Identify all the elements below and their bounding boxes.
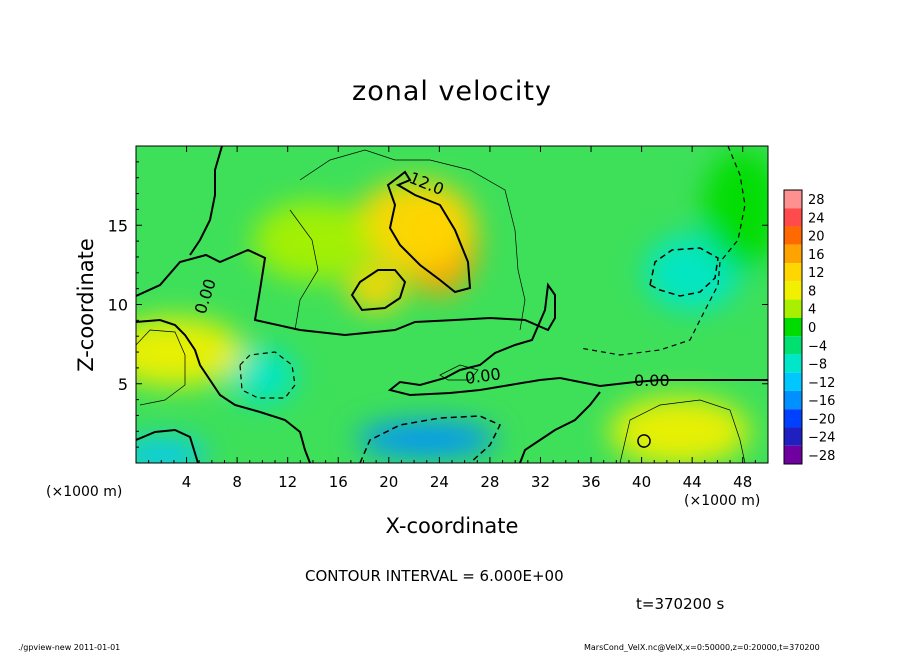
x-unit-label-left: (×1000 m) (46, 484, 123, 500)
footer-right-text: MarsCond_VelX.nc@VelX,x=0:50000,z=0:2000… (584, 643, 820, 652)
colorbar-label-9: −8 (808, 358, 827, 373)
contour-neg-right (649, 247, 719, 297)
colorbar-band-8 (784, 336, 802, 355)
y-axis-ticks: 5 10 15 (108, 161, 768, 448)
x-tick-label-7: 32 (531, 473, 550, 491)
colorbar-label-5: 8 (808, 284, 816, 299)
colorbar-band-12 (784, 409, 802, 428)
contour-zero-lower (519, 391, 601, 463)
y-tick-label-0: 5 (118, 375, 128, 394)
colorbar-label-2: 20 (808, 230, 825, 245)
contour-pos-thin-4 (136, 329, 186, 406)
contour-label-2: 0.00 (464, 364, 502, 388)
colorbar-band-3 (784, 244, 802, 264)
x-tick-label-3: 16 (329, 473, 348, 491)
contour-zero-upper (136, 248, 768, 397)
x-unit-label-right: (×1000 m) (684, 493, 761, 509)
x-tick-label-8: 36 (581, 473, 600, 491)
x-tick-label-1: 8 (232, 473, 242, 491)
colorbar-band-10 (784, 372, 802, 391)
colorbar-band-14 (784, 445, 802, 464)
y-tick-label-2: 15 (108, 216, 128, 235)
x-tick-label-10: 44 (683, 473, 702, 491)
colorbar-label-13: −24 (808, 431, 835, 446)
contour-pos-thin-3 (619, 399, 746, 463)
contour-bottom-left (136, 428, 199, 463)
contour-twelve-blob (350, 269, 407, 312)
chart-title: zonal velocity (352, 76, 552, 107)
heatmap-blob-9 (252, 201, 373, 282)
heatmap-blob-5 (228, 347, 297, 404)
colorbar-label-11: −16 (808, 394, 835, 409)
contour-twelve-main (386, 170, 472, 294)
heatmap-blob-4 (356, 421, 497, 458)
colorbar-label-14: −28 (808, 449, 835, 464)
colorbar: 28 24 20 16 12 8 4 0 −4 −8 −12 −16 −20 −24 −28 (783, 189, 835, 465)
contour-interval-note: CONTOUR INTERVAL = 6.000E+00 (305, 567, 564, 585)
contour-small-ring (637, 434, 651, 448)
heatmap-blob-1 (346, 266, 407, 311)
time-label: t=370200 s (636, 595, 725, 613)
contour-label-3: 0.00 (634, 371, 670, 390)
x-tick-label-0: 4 (182, 473, 192, 491)
x-tick-label-9: 40 (632, 473, 651, 491)
colorbar-label-6: 4 (808, 303, 816, 318)
colorbar-label-12: −20 (808, 412, 835, 427)
contour-zero-left (136, 318, 311, 463)
colorbar-band-9 (784, 354, 802, 373)
colorbar-label-8: −4 (808, 339, 827, 354)
colorbar-band-11 (784, 390, 802, 410)
colorbar-label-4: 12 (808, 266, 825, 281)
heatmap-blob-7 (136, 439, 207, 463)
colorbar-band-5 (784, 281, 802, 300)
contour-neg-left (239, 351, 296, 399)
colorbar-band-6 (784, 299, 802, 318)
colorbar-band-13 (784, 427, 802, 446)
colorbar-frame (783, 189, 803, 465)
heatmap-blob-10 (702, 149, 768, 270)
x-tick-label-5: 24 (430, 473, 449, 491)
colorbar-band-7 (784, 317, 802, 337)
colorbar-band-4 (784, 263, 802, 282)
x-axis-ticks: 4 8 12 16 20 24 28 32 36 40 44 48 (148, 146, 756, 491)
contour-pos-thin-2 (289, 209, 319, 331)
colorbar-band-2 (784, 226, 802, 245)
x-tick-label-6: 28 (480, 473, 499, 491)
x-tick-label-11: 48 (733, 473, 752, 491)
heatmap-blob-8 (136, 317, 244, 388)
y-axis-label: Z-coordinate (74, 238, 98, 372)
x-axis-label: X-coordinate (0, 514, 904, 538)
footer-left-text: ./gpview-new 2011-01-01 (18, 643, 121, 652)
heatmap-blob-2 (354, 180, 475, 271)
contour-neg-bottom (359, 415, 502, 463)
heatmap-blob-6 (609, 396, 750, 463)
colorbar-label-0: 28 (808, 193, 825, 208)
y-tick-label-1: 10 (108, 296, 128, 315)
colorbar-band-0 (784, 190, 802, 209)
colorbar-band-1 (784, 208, 802, 227)
x-axis-label-text: X-coordinate (385, 514, 519, 538)
contour-pos-thin-1 (299, 149, 526, 331)
x-tick-label-2: 12 (278, 473, 297, 491)
contour-zero-topleft (189, 146, 223, 256)
contour-neg-upper-right (579, 146, 746, 356)
colorbar-label-1: 24 (808, 211, 825, 226)
contour-pos-thin-5 (439, 364, 479, 381)
colorbar-label-3: 16 (808, 248, 825, 263)
x-tick-label-4: 20 (379, 473, 398, 491)
colorbar-label-7: 0 (808, 321, 816, 336)
contour-lines (136, 146, 768, 463)
colorbar-label-10: −12 (808, 376, 835, 391)
